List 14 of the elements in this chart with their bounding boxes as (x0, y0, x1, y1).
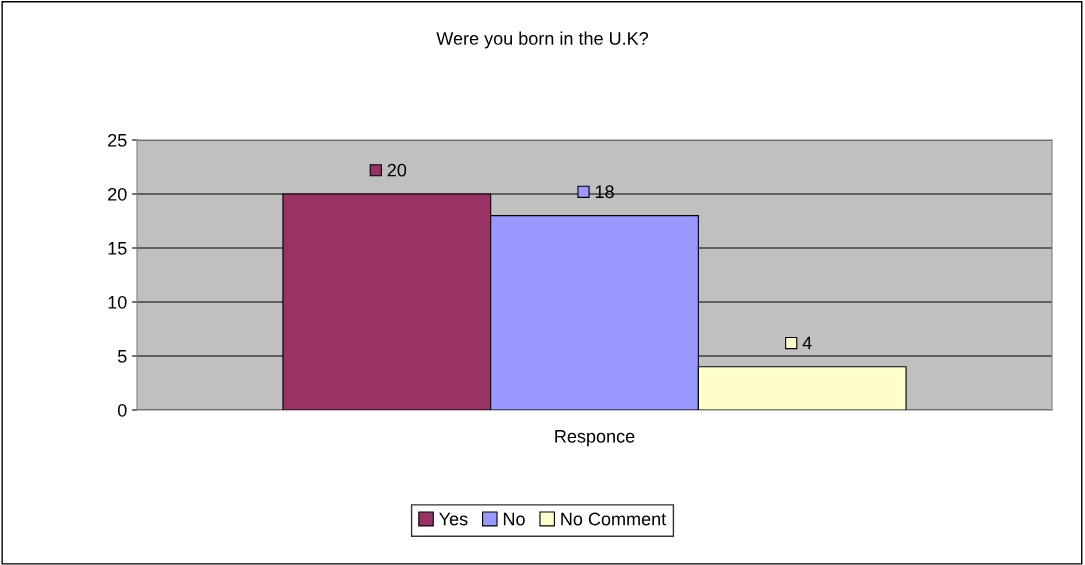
y-tick-label: 25 (108, 133, 127, 147)
y-tick-label: 15 (108, 242, 127, 255)
y-tick-label: 10 (108, 295, 127, 309)
data-label: 4 (802, 336, 812, 350)
legend-label: No (503, 512, 525, 526)
legend-label: No Comment (561, 512, 667, 526)
x-tick-label: Responce (555, 430, 635, 447)
y-tick-label: 20 (108, 187, 127, 201)
y-tick-label: 5 (117, 350, 127, 363)
data-label: 20 (387, 163, 407, 177)
y-tick-label: 0 (117, 403, 127, 417)
chart-title: Were you born in the U.K? (436, 31, 649, 49)
data-label: 18 (595, 185, 614, 199)
legend-label: Yes (439, 512, 468, 526)
